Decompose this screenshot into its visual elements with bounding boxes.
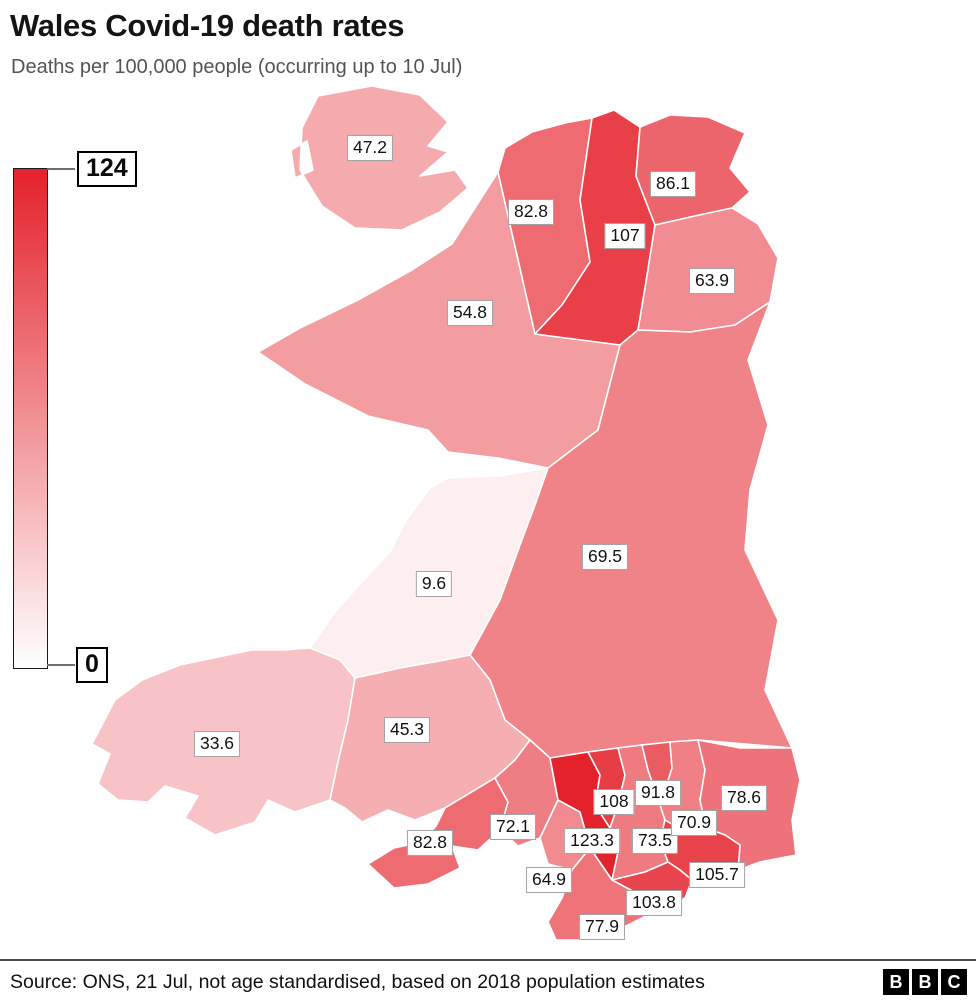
region-value-label: 73.5 [631, 828, 679, 854]
source-text: Source: ONS, 21 Jul, not age standardise… [10, 971, 705, 993]
legend-max-label: 124 [77, 151, 137, 187]
region-value-label: 86.1 [649, 171, 697, 197]
legend-max-tick [47, 168, 75, 170]
region-value-label: 70.9 [670, 810, 718, 836]
region-value-label: 72.1 [489, 814, 537, 840]
region-value-label: 105.7 [689, 862, 745, 888]
region-value-label: 9.6 [415, 571, 453, 597]
legend-min-tick [47, 664, 75, 666]
footer-divider [0, 959, 976, 961]
region-value-label: 77.9 [578, 914, 626, 940]
region-value-label: 82.8 [406, 830, 454, 856]
region-value-label: 47.2 [346, 135, 394, 161]
page-subtitle: Deaths per 100,000 people (occurring up … [11, 56, 463, 78]
legend-min-label: 0 [76, 647, 108, 683]
region-value-label: 64.9 [525, 867, 573, 893]
region-value-label: 108 [593, 789, 635, 815]
region-value-label: 103.8 [626, 890, 682, 916]
bbc-logo: B B C [883, 969, 967, 995]
region-value-label: 54.8 [446, 300, 494, 326]
region-value-label: 91.8 [634, 780, 682, 806]
bbc-logo-block-c: C [941, 969, 967, 995]
region-value-label: 63.9 [688, 268, 736, 294]
region-flintshire [635, 114, 751, 226]
region-value-label: 69.5 [581, 544, 629, 570]
region-value-label: 123.3 [564, 828, 620, 854]
region-value-label: 33.6 [193, 731, 241, 757]
page-title: Wales Covid-19 death rates [10, 8, 405, 43]
region-value-label: 78.6 [720, 785, 768, 811]
region-value-label: 45.3 [383, 717, 431, 743]
bbc-logo-block-b2: B [912, 969, 938, 995]
region-value-label: 82.8 [507, 199, 555, 225]
region-value-label: 107 [604, 223, 646, 249]
legend-gradient-bar [13, 168, 48, 669]
bbc-logo-block-b1: B [883, 969, 909, 995]
